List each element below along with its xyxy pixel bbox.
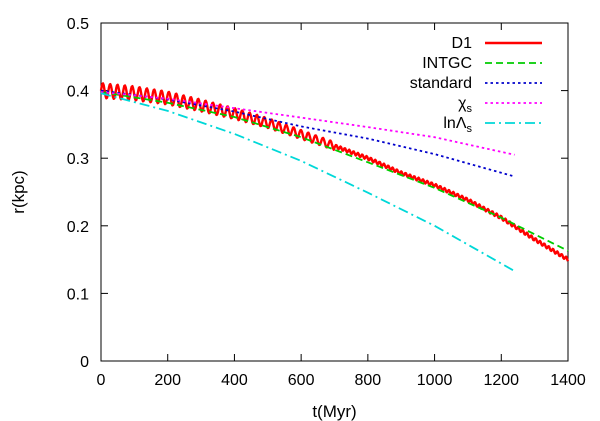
legend-label-main: D1 — [452, 35, 473, 52]
x-tick-label: 1400 — [550, 372, 586, 389]
x-tick-label: 1000 — [417, 372, 453, 389]
y-tick-label: 0.2 — [67, 219, 89, 236]
legend-label-main: lnΛ — [443, 115, 466, 132]
legend-label: D1 — [452, 35, 473, 52]
y-tick-label: 0.5 — [67, 16, 89, 33]
legend-label: standard — [410, 75, 472, 92]
legend-label-main: standard — [410, 75, 472, 92]
axis-tick-labels: 0 200 400 600 800 1000 1200 1400 0 0.1 0.2 0.3 0.4 0.… — [67, 16, 586, 389]
series-layer — [99, 82, 570, 272]
legend-label-main: χ — [458, 95, 467, 112]
x-tick-label: 800 — [355, 372, 382, 389]
y-tick-label: 0 — [80, 354, 89, 371]
x-tick-label: 0 — [97, 372, 106, 389]
series-intgc-line — [100, 91, 569, 252]
x-tick-label: 200 — [154, 372, 181, 389]
x-axis-label: t(Myr) — [312, 402, 356, 421]
legend-label-sub: s — [467, 123, 473, 135]
y-tick-label: 0.4 — [67, 84, 89, 101]
legend-label: INTGC — [422, 55, 472, 72]
legend-label: χs — [458, 95, 472, 115]
plot-frame — [100, 22, 569, 362]
y-tick-label: 0.1 — [67, 286, 89, 303]
x-tick-label: 1200 — [483, 372, 519, 389]
legend-label: lnΛs — [443, 115, 472, 135]
series-ln-s-line — [100, 92, 516, 272]
x-tick-label: 600 — [288, 372, 315, 389]
axis-ticks — [100, 22, 569, 362]
series-d1-line — [99, 82, 570, 262]
legend-label-sub: s — [467, 103, 473, 115]
x-tick-label: 400 — [221, 372, 248, 389]
legend-label-main: INTGC — [422, 55, 472, 72]
y-axis-label: r(kpc) — [9, 170, 28, 213]
y-tick-label: 0.3 — [67, 151, 89, 168]
series--s-line — [100, 91, 515, 156]
